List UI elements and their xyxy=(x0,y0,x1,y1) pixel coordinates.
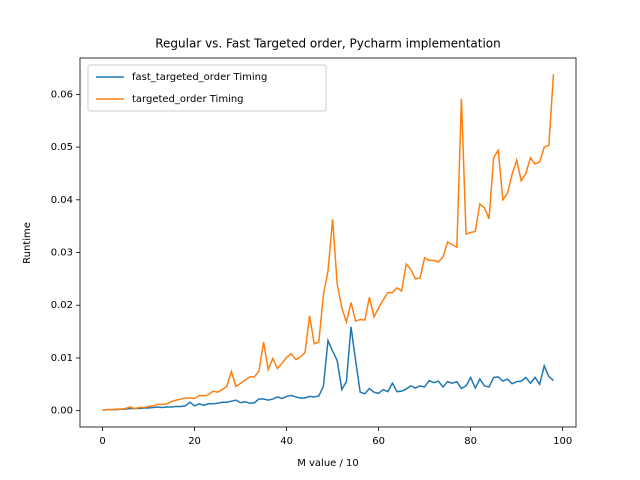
x-tick-label: 0 xyxy=(99,436,105,447)
x-axis-label: M value / 10 xyxy=(297,458,359,469)
y-tick-label: 0.06 xyxy=(51,89,73,100)
x-tick-label: 40 xyxy=(280,436,293,447)
y-tick-label: 0.04 xyxy=(51,195,73,206)
series-line xyxy=(102,326,554,411)
y-tick-label: 0.03 xyxy=(51,248,73,259)
legend-box xyxy=(87,64,327,112)
y-tick-label: 0.01 xyxy=(51,353,73,364)
y-axis-label: Runtime xyxy=(22,222,33,264)
legend-label: targeted_order Timing xyxy=(132,94,244,105)
y-tick-label: 0.02 xyxy=(51,300,73,311)
series-line xyxy=(102,74,555,411)
legend-label: fast_targeted_order Timing xyxy=(132,72,267,83)
chart-title: Regular vs. Fast Targeted order, Pycharm… xyxy=(155,37,501,51)
y-tick-label: 0.05 xyxy=(51,142,73,153)
x-tick-label: 20 xyxy=(188,436,201,447)
x-tick-label: 60 xyxy=(372,436,385,447)
plot-frame xyxy=(79,57,577,428)
y-tick-label: 0.00 xyxy=(51,406,73,417)
x-tick-label: 100 xyxy=(553,436,572,447)
x-tick-label: 80 xyxy=(464,436,477,447)
